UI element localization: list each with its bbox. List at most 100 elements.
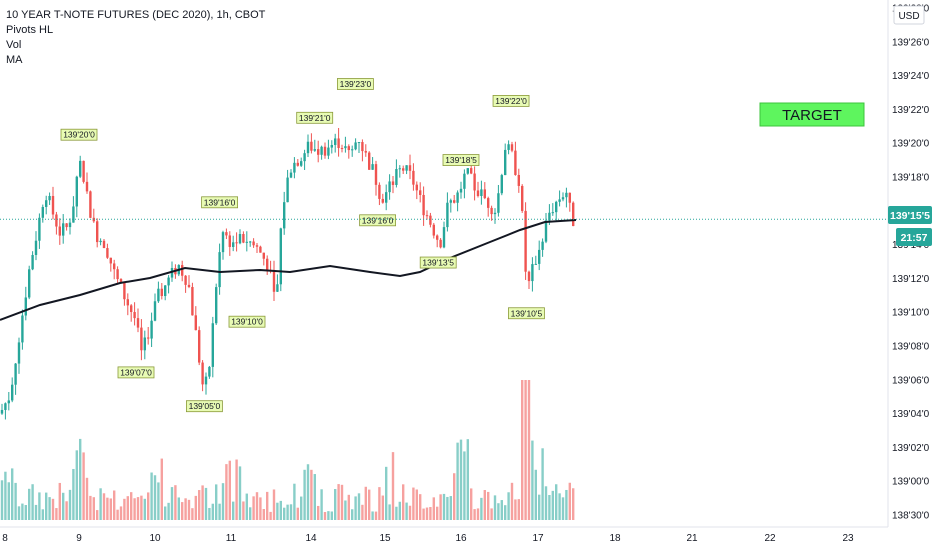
candle-body (385, 192, 388, 203)
volume-bar (45, 492, 48, 520)
candle-body (568, 192, 571, 203)
candle-body (28, 269, 31, 298)
candle-body (313, 149, 316, 151)
x-tick-label: 16 (455, 533, 467, 544)
volume-bar (249, 507, 252, 520)
candle-body (201, 362, 204, 385)
candle-body (259, 246, 262, 253)
volume-bar (317, 505, 320, 520)
candle-body (126, 299, 129, 306)
candle-body (106, 248, 109, 258)
volume-bar (68, 489, 72, 520)
candle-body (262, 252, 265, 259)
price-axis[interactable]: 138'30'0 139'00'0 139'02'0 139'04'0 139'06'0… (887, 0, 932, 527)
candle-body (99, 240, 102, 243)
volume-bar (483, 490, 486, 520)
candle-body (58, 226, 61, 236)
candle-body (62, 223, 65, 236)
volume-bar (385, 466, 388, 520)
pivot-box (117, 366, 155, 379)
volume-bar (153, 475, 157, 520)
y-tick-label: 139'04'0 (892, 409, 930, 420)
candle-body (215, 287, 218, 324)
x-tick-label: 22 (764, 533, 776, 544)
candle-body (116, 269, 119, 280)
y-tick-label: 139'12'0 (892, 274, 930, 285)
candle-body (140, 327, 143, 351)
volume-bar (487, 491, 490, 520)
candle-body (48, 195, 51, 201)
pivot-text: 139'07'0 (120, 367, 152, 377)
volume-bar (28, 488, 31, 520)
volume-bar (415, 489, 418, 520)
candle-body (296, 162, 299, 166)
volume-bar (238, 466, 242, 520)
candle-body (255, 245, 259, 247)
candle-body (85, 181, 89, 192)
candle-body (354, 142, 357, 150)
candle-body (72, 206, 75, 223)
candle-body (551, 212, 554, 214)
candle-body (109, 257, 112, 264)
candle-body (340, 148, 344, 150)
candle-body (238, 234, 242, 244)
candle-body (514, 150, 517, 175)
legend-indicator-vol[interactable]: Vol (6, 39, 22, 51)
candle-body (442, 227, 446, 248)
volume-bar (510, 482, 514, 520)
candle-body (334, 138, 337, 145)
volume-bar (507, 492, 510, 520)
candle-body (357, 142, 361, 144)
candle-body (507, 144, 510, 150)
candle-body (289, 172, 293, 178)
volume-bar (113, 490, 116, 520)
volume-bar (136, 497, 140, 520)
candle-body (500, 175, 503, 194)
volume-bar (391, 452, 395, 520)
candle-body (388, 181, 391, 193)
candle-body (470, 168, 473, 174)
legend-indicator-pivots[interactable]: Pivots HL (6, 24, 54, 36)
volume-bar (419, 494, 422, 520)
volume-bar (548, 495, 551, 520)
candle-body (7, 400, 10, 404)
candle-body (11, 384, 14, 401)
pivot-box (492, 95, 530, 107)
x-tick-label: 11 (226, 533, 237, 544)
pivot-box (296, 111, 334, 124)
x-tick-label: 10 (149, 533, 161, 544)
candle-body (310, 141, 313, 151)
x-tick-label: 18 (609, 533, 621, 544)
candle-body (4, 403, 7, 410)
candle-body (184, 275, 187, 285)
candle-body (232, 242, 235, 247)
volume-bar (119, 506, 123, 520)
candle-body (337, 138, 340, 149)
volume-bar (150, 472, 153, 520)
volume-bar (286, 504, 289, 520)
pivot-high: 139'16'0 (201, 196, 239, 209)
legend-indicator-ma[interactable]: MA (6, 54, 23, 66)
pivot-box (442, 154, 480, 166)
candle-body (283, 202, 286, 229)
volume-bar (453, 473, 456, 520)
candle-body (235, 242, 238, 244)
candle-body (466, 168, 469, 174)
pivot-text: 139'16'0 (362, 215, 394, 225)
x-tick-label: 15 (379, 533, 391, 544)
pivot-low: 139'07'0 (117, 366, 155, 379)
volume-bar (14, 482, 17, 520)
volume-bar (572, 488, 575, 520)
candle-body (272, 271, 276, 292)
target-annotation[interactable]: TARGET (759, 102, 865, 127)
chart-legend: 10 YEAR T-NOTE FUTURES (DEC 2020), 1h, C… (6, 8, 265, 68)
currency-box[interactable] (893, 5, 925, 25)
time-axis[interactable]: 8 9 10 11 14 15 16 17 18 21 22 23 (0, 526, 888, 544)
volume-bar (170, 487, 174, 520)
candle-body (463, 173, 466, 189)
candle-body (24, 297, 27, 316)
target-label: TARGET (782, 107, 842, 124)
volume-bar (85, 477, 89, 520)
volume-bar (300, 496, 303, 520)
